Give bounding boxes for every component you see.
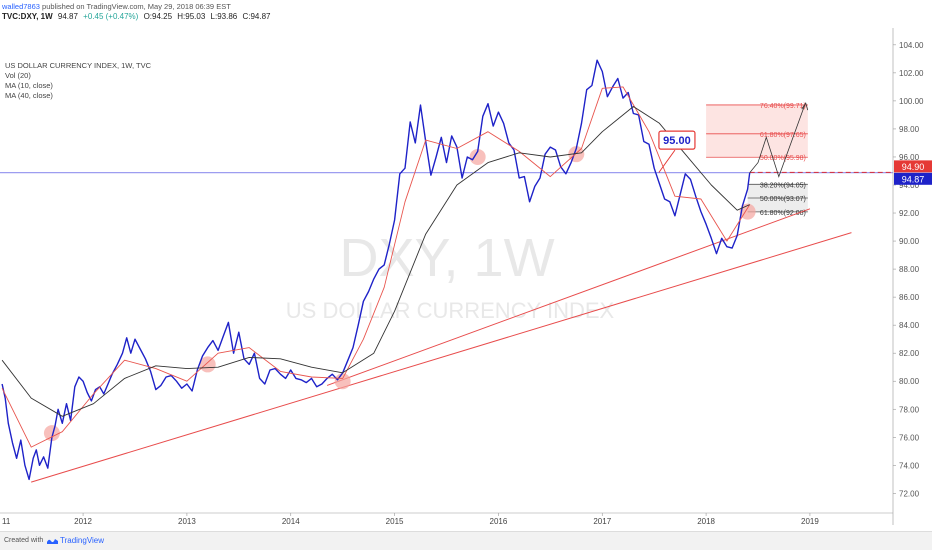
price-chart[interactable]: DXY, 1W US DOLLAR CURRENCY INDEX 76.40%(…: [0, 28, 932, 526]
x-tick-label: 2017: [593, 517, 611, 526]
highlight-markers: [43, 146, 756, 442]
x-tick-label: 2019: [801, 517, 819, 526]
legend-vol[interactable]: Vol (20): [5, 71, 31, 80]
footer-bar: Created with TradingView: [0, 531, 932, 550]
fib-level-label: 76.40%(99.71): [760, 103, 806, 110]
highlight-circle: [334, 373, 351, 390]
fib-level-label: 50.00%(93.07): [760, 196, 806, 203]
y-tick-label: 72.00: [899, 489, 920, 498]
y-tick-label: 74.00: [899, 461, 920, 470]
price-change: +0.45 (+0.47%): [83, 12, 139, 21]
callout-box[interactable]: [658, 130, 696, 150]
watermark-ticker: DXY, 1W: [339, 228, 554, 288]
y-tick-label: 100.00: [899, 97, 924, 106]
watermark-name: US DOLLAR CURRENCY INDEX: [286, 298, 615, 323]
price-badge-label: 94.87: [902, 174, 925, 184]
x-tick-label: 2015: [386, 517, 404, 526]
callout-pointer: [658, 149, 676, 173]
tradingview-link[interactable]: TradingView: [47, 536, 104, 545]
axes: 72.00 74.00 76.00 78.00 80.00 82.00 84.00 86.00…: [0, 28, 924, 526]
highlight-circle: [469, 148, 486, 165]
y-tick-label: 90.00: [899, 237, 920, 246]
legend-ma10[interactable]: MA (10, close): [5, 81, 53, 90]
tradingview-logo-icon: [47, 539, 58, 545]
watermark: DXY, 1W US DOLLAR CURRENCY INDEX: [286, 228, 615, 323]
trendline-2[interactable]: [326, 208, 811, 386]
fib-level-label: 50.00%(95.98): [760, 155, 806, 162]
y-tick-label: 102.00: [899, 69, 924, 78]
publish-text: published on TradingView.com, May 29, 20…: [42, 2, 231, 11]
author-link[interactable]: walled7863: [2, 2, 40, 11]
series-line-2: [1, 86, 751, 448]
high-value: H:95.03: [177, 12, 206, 21]
x-tick-label: 2014: [282, 517, 300, 526]
close-value: C:94.87: [242, 12, 271, 21]
y-tick-label: 92.00: [899, 209, 920, 218]
highlight-circle: [43, 425, 60, 442]
series-line-3: [1, 106, 750, 417]
fib-level-label: 61.80%(97.65): [760, 132, 806, 139]
chart-header: walled7863 published on TradingView.com,…: [0, 0, 932, 30]
legend-ma40[interactable]: MA (40, close): [5, 91, 53, 100]
y-tick-label: 96.00: [899, 153, 920, 162]
price-badge-bg: [894, 172, 932, 185]
callout[interactable]: 95.00 94.90 94.87: [658, 130, 932, 185]
y-tick-label: 80.00: [899, 377, 920, 386]
series-lines: [1, 59, 751, 481]
symbol-info: TVC:DXY, 1W 94.87 +0.45 (+0.47%) O:94.25…: [2, 12, 274, 21]
y-tick-label: 98.00: [899, 125, 920, 134]
callout-label: 95.00: [663, 135, 691, 147]
open-value: O:94.25: [143, 12, 173, 21]
y-tick-label: 82.00: [899, 349, 920, 358]
y-tick-label: 78.00: [899, 405, 920, 414]
x-tick-label: 2016: [490, 517, 508, 526]
fib-zone-upper[interactable]: [706, 104, 808, 158]
tradingview-brand: TradingView: [60, 536, 105, 545]
price-badge-bg: [894, 160, 932, 173]
x-tick-label-left: 11: [2, 517, 11, 526]
price-badge-label: 94.90: [902, 162, 925, 172]
trendlines[interactable]: [0, 171, 893, 483]
trendline-1[interactable]: [31, 232, 852, 483]
low-value: L:93.86: [210, 12, 238, 21]
y-tick-label: 76.00: [899, 433, 920, 442]
symbol-label: TVC:DXY, 1W: [2, 12, 53, 21]
y-tick-label: 88.00: [899, 265, 920, 274]
series-line-1: [1, 59, 751, 481]
chart-area[interactable]: DXY, 1W US DOLLAR CURRENCY INDEX 76.40%(…: [0, 28, 932, 526]
y-tick-label: 104.00: [899, 41, 924, 50]
chart-legend: US DOLLAR CURRENCY INDEX, 1W, TVC Vol (2…: [5, 61, 151, 101]
fib-retracement[interactable]: 76.40%(99.71) 61.80%(97.65) 50.00%(95.98) 3…: [706, 103, 808, 217]
highlight-circle: [199, 356, 216, 373]
y-tick-label: 84.00: [899, 321, 920, 330]
projection-line[interactable]: [749, 104, 806, 178]
fib-level-label: 38.20%(94.05): [760, 182, 806, 189]
fib-level-label: 61.80%(92.08): [760, 210, 806, 217]
publish-info: walled7863 published on TradingView.com,…: [2, 2, 231, 11]
created-with-label: Created with: [4, 537, 44, 544]
legend-title: US DOLLAR CURRENCY INDEX, 1W, TVC: [5, 61, 152, 70]
last-price: 94.87: [57, 12, 78, 21]
y-tick-label: 86.00: [899, 293, 920, 302]
x-tick-label: 2013: [178, 517, 196, 526]
projection-arrow-icon: [801, 102, 809, 111]
x-tick-label: 2012: [74, 517, 92, 526]
y-tick-label: 94.00: [899, 181, 920, 190]
projection-path[interactable]: [749, 102, 809, 178]
x-tick-label: 2018: [697, 517, 715, 526]
